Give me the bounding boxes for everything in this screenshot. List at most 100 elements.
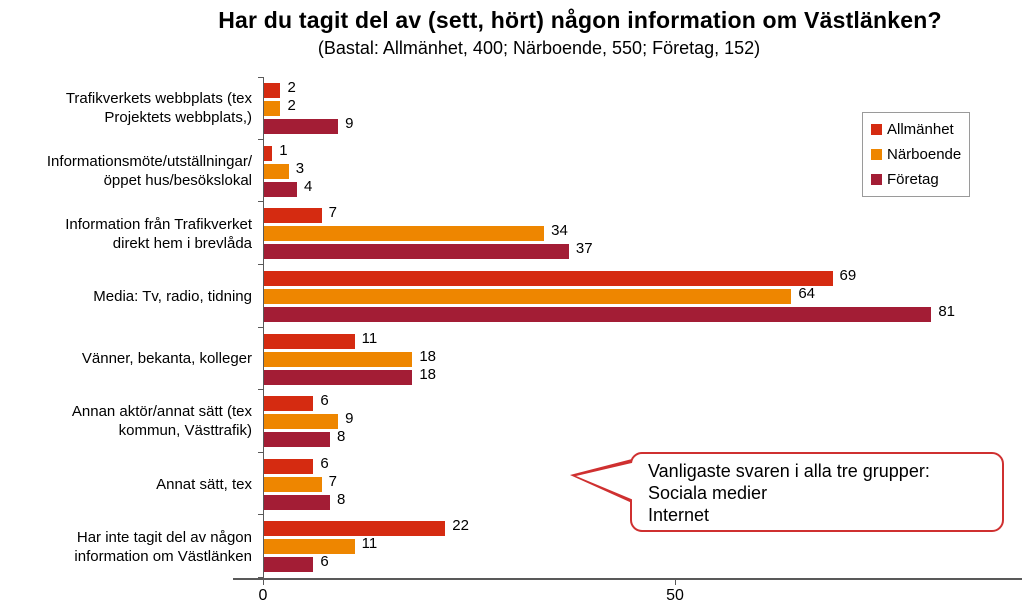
bar-allmanhet[interactable] — [264, 83, 281, 98]
legend-item-narboende: Närboende — [871, 147, 961, 162]
bar-value-label: 7 — [328, 204, 338, 222]
bar-foretag[interactable] — [264, 306, 932, 322]
bar-line: 2 — [264, 97, 1022, 116]
category-label: Information från Trafikverket direkt hem… — [65, 215, 252, 252]
x-axis-tick-label: 50 — [666, 587, 684, 604]
legend-label-allmanhet: Allmänhet — [887, 121, 954, 138]
bar-line: 4 — [264, 178, 1022, 197]
category-label: Informationsmöte/utställningar/ öppet hu… — [46, 152, 252, 189]
bar-value-label: 34 — [551, 222, 568, 240]
bar-line: 3 — [264, 160, 1022, 179]
bar-narboende[interactable] — [264, 539, 355, 555]
chart-title: Har du tagit del av (sett, hört) någon i… — [218, 7, 942, 33]
category-label: Trafikverkets webbplats (tex Projektets … — [65, 90, 252, 127]
bar-line: 6 — [264, 553, 1022, 573]
bar-foretag[interactable] — [264, 557, 314, 573]
bar-foretag[interactable] — [264, 432, 330, 448]
bar-value-label: 64 — [798, 284, 816, 302]
bar-line: 8 — [264, 491, 1022, 510]
bar-line: 6 — [264, 392, 1022, 412]
category-axis-labels: Trafikverkets webbplats (tex Projektets … — [0, 77, 252, 578]
bar-value-label: 18 — [419, 347, 437, 365]
bar-line: 81 — [264, 303, 1022, 322]
bar-allmanhet[interactable] — [264, 458, 314, 474]
bar-value-label: 11 — [361, 535, 378, 553]
bar-value-label: 6 — [320, 392, 329, 410]
category-bar-group: 22 11 6 — [258, 515, 1022, 578]
bar-line: 9 — [264, 410, 1022, 430]
bar-narboende[interactable] — [264, 101, 281, 116]
bar-line: 7 — [264, 204, 1022, 224]
bar-allmanhet[interactable] — [264, 208, 322, 224]
legend-item-allmanhet: Allmänhet — [871, 122, 961, 137]
callout-text-line: Sociala medier — [648, 483, 768, 503]
bar-value-label: 7 — [328, 472, 338, 490]
bar-foretag[interactable] — [264, 244, 569, 260]
bar-allmanhet[interactable] — [264, 270, 833, 286]
legend: Allmänhet Närboende Företag — [862, 112, 971, 197]
bar-narboende[interactable] — [264, 476, 322, 492]
bar-value-label: 37 — [575, 240, 593, 258]
bar-allmanhet[interactable] — [264, 396, 314, 412]
bar-allmanhet[interactable] — [264, 521, 446, 537]
category-label: Annat sätt, tex — [156, 475, 252, 493]
bar-value-label: 4 — [303, 177, 313, 195]
bar-line: 18 — [264, 366, 1022, 385]
bar-value-label: 2 — [287, 97, 296, 114]
category-bar-group: 11 18 18 — [258, 328, 1022, 391]
bar-value-label: 8 — [336, 490, 346, 508]
bar-value-label: 1 — [279, 141, 288, 159]
legend-swatch-narboende-icon — [871, 149, 882, 160]
bar-value-label: 6 — [320, 553, 329, 571]
legend-item-foretag: Företag — [871, 172, 961, 187]
bar-allmanhet[interactable] — [264, 145, 273, 161]
x-axis: 0 50 — [259, 578, 1021, 612]
bar-value-label: 9 — [345, 115, 354, 132]
bar-value-label: 6 — [320, 454, 329, 472]
bar-narboende[interactable] — [264, 414, 339, 430]
bar-foretag[interactable] — [264, 119, 339, 134]
bar-foretag[interactable] — [264, 369, 413, 385]
category-label: Har inte tagit del av någon information … — [74, 528, 252, 565]
bar-line: 9 — [264, 115, 1022, 134]
bar-value-label: 81 — [938, 302, 956, 320]
bar-line: 7 — [264, 473, 1022, 492]
bar-value-label: 22 — [452, 517, 469, 535]
category-label: Annan aktör/annat sätt (tex kommun, Väst… — [71, 403, 252, 440]
category-bar-group: 69 64 81 — [258, 265, 1022, 328]
callout-text-line: Vanligaste svaren i alla tre grupper: — [648, 461, 930, 481]
bar-value-label: 11 — [361, 329, 378, 347]
category-label: Media: Tv, radio, tidning — [93, 287, 252, 305]
x-axis-tick — [674, 580, 676, 585]
x-axis-line — [233, 578, 1022, 580]
x-axis-tick — [263, 580, 264, 585]
bar-line: 11 — [264, 330, 1022, 349]
bar-line: 1 — [264, 142, 1022, 161]
x-axis-tick-label: 0 — [258, 587, 268, 604]
category-label: Vänner, bekanta, kolleger — [81, 350, 252, 368]
bar-foretag[interactable] — [264, 494, 330, 510]
bar-line: 8 — [264, 428, 1022, 448]
bar-narboende[interactable] — [264, 226, 545, 242]
callout-text-line: Internet — [648, 505, 710, 525]
legend-swatch-foretag-icon — [871, 174, 882, 185]
bar-line: 64 — [264, 285, 1022, 304]
legend-swatch-allmanhet-icon — [871, 124, 882, 135]
bar-narboende[interactable] — [264, 163, 289, 179]
bar-value-label: 8 — [336, 428, 346, 446]
bar-foretag[interactable] — [264, 181, 297, 197]
bar-value-label: 9 — [345, 410, 354, 428]
bar-value-label: 2 — [287, 79, 296, 96]
bar-line: 2 — [264, 79, 1022, 98]
bar-line: 6 — [264, 455, 1022, 474]
bar-narboende[interactable] — [264, 288, 792, 304]
callout-bubble: Vanligaste svaren i alla tre grupper: So… — [570, 452, 1004, 532]
bar-narboende[interactable] — [264, 351, 413, 367]
bar-allmanhet[interactable] — [264, 333, 355, 349]
legend-label-foretag: Företag — [887, 171, 939, 188]
bar-line: 22 — [264, 517, 1022, 537]
